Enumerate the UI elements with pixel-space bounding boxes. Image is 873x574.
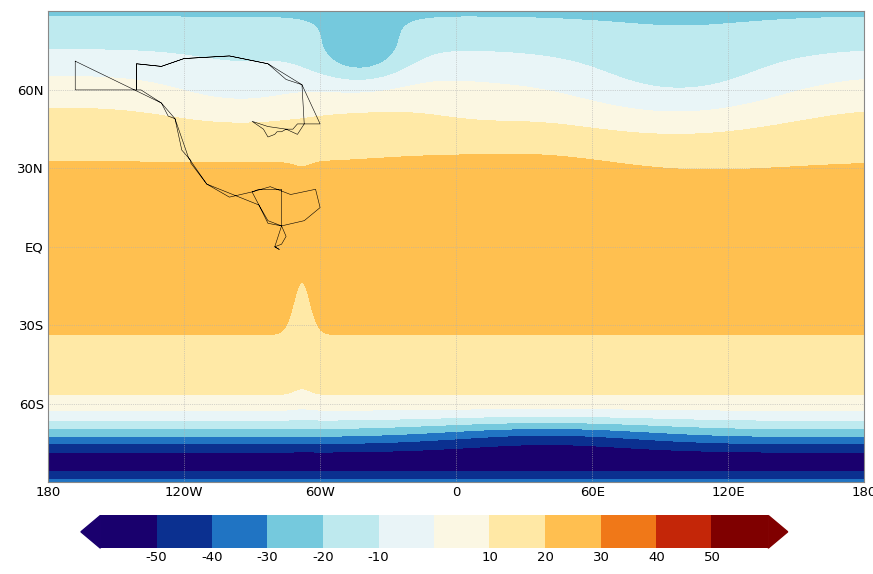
Polygon shape (768, 515, 787, 548)
Polygon shape (81, 515, 100, 548)
